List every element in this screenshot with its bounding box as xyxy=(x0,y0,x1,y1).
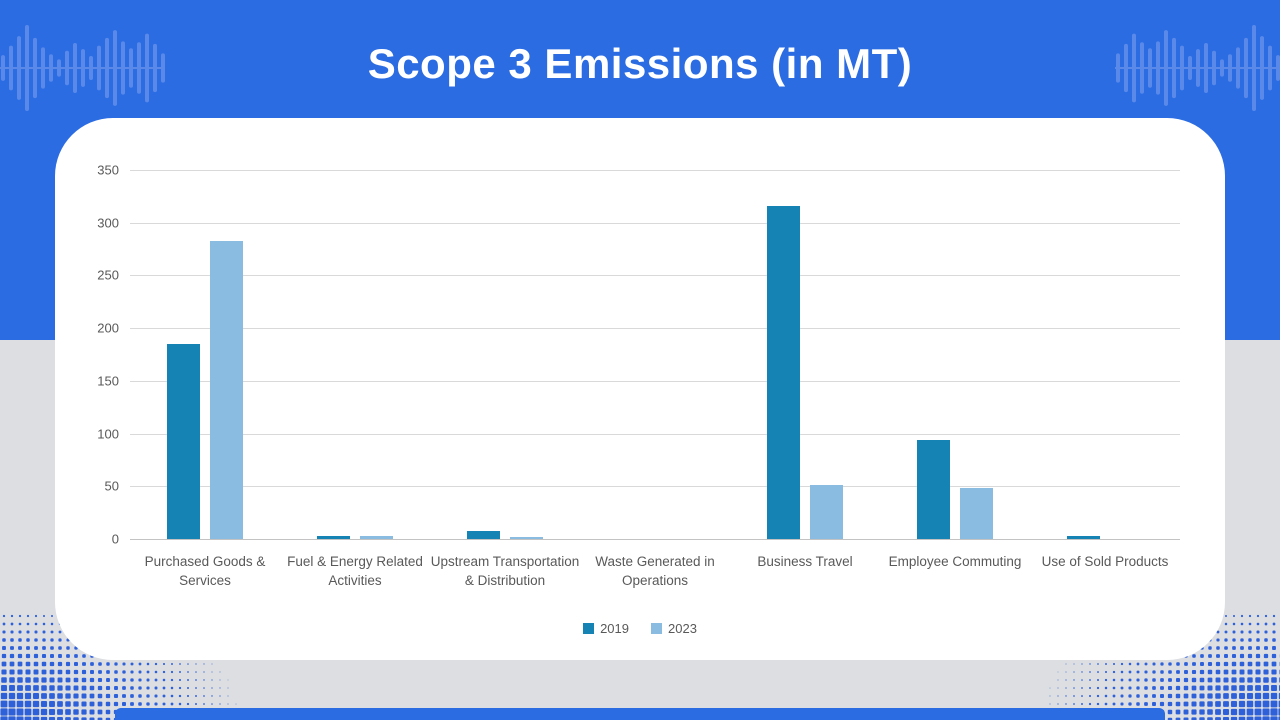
x-category-label: Upstream Transportation & Distribution xyxy=(430,554,580,588)
x-category-label: Fuel & Energy Related Activities xyxy=(287,554,423,588)
bar-2019 xyxy=(467,530,500,539)
gridline xyxy=(130,380,1180,382)
plot-area xyxy=(130,170,1180,540)
bar-2019 xyxy=(767,205,800,539)
legend-swatch xyxy=(651,623,662,634)
gridline xyxy=(130,170,1180,171)
bar-2019 xyxy=(1067,535,1100,539)
axis-baseline xyxy=(130,539,1180,540)
bar-2023 xyxy=(210,240,243,539)
legend-item-2023: 2023 xyxy=(651,621,697,636)
y-tick-label: 50 xyxy=(104,478,119,494)
gridline xyxy=(130,433,1180,435)
chart-card: 2019 2023 0 50 100 150 200 250 300 350 Purchased … xyxy=(55,118,1225,660)
gridline xyxy=(130,328,1180,330)
y-tick-label: 350 xyxy=(97,162,119,178)
y-tick-label: 0 xyxy=(111,531,119,547)
chart-legend: 2019 2023 xyxy=(55,621,1225,636)
gridline xyxy=(130,222,1180,224)
chart-title: Scope 3 Emissions (in MT) xyxy=(367,40,913,87)
bar-2023 xyxy=(960,488,993,539)
legend-label: 2023 xyxy=(668,621,697,636)
y-tick-label: 150 xyxy=(97,373,119,389)
bar-2023 xyxy=(510,536,543,539)
audio-waveform-icon xyxy=(1115,25,1280,111)
x-category-label: Business Travel xyxy=(757,554,853,569)
y-tick-label: 250 xyxy=(97,267,119,283)
y-tick-label: 100 xyxy=(97,426,119,442)
legend-label: 2019 xyxy=(600,621,629,636)
legend-swatch xyxy=(583,623,595,634)
x-category-label: Purchased Goods & Services xyxy=(144,554,266,588)
gridline xyxy=(130,275,1180,277)
audio-waveform-icon xyxy=(0,25,165,111)
x-category-label: Use of Sold Products xyxy=(1041,554,1169,569)
y-tick-label: 200 xyxy=(97,320,119,336)
x-category-label: Waste Generated in Operations xyxy=(595,554,715,588)
legend-item-2019: 2019 xyxy=(583,621,629,636)
bar-2019 xyxy=(167,343,200,539)
y-tick-label: 300 xyxy=(97,215,119,231)
x-category-label: Employee Commuting xyxy=(888,554,1022,569)
bar-2023 xyxy=(360,535,393,539)
bar-2023 xyxy=(810,485,843,539)
bar-2019 xyxy=(917,439,950,539)
footer-accent-bar xyxy=(115,708,1165,720)
bar-2019 xyxy=(317,535,350,539)
gridline xyxy=(130,486,1180,488)
